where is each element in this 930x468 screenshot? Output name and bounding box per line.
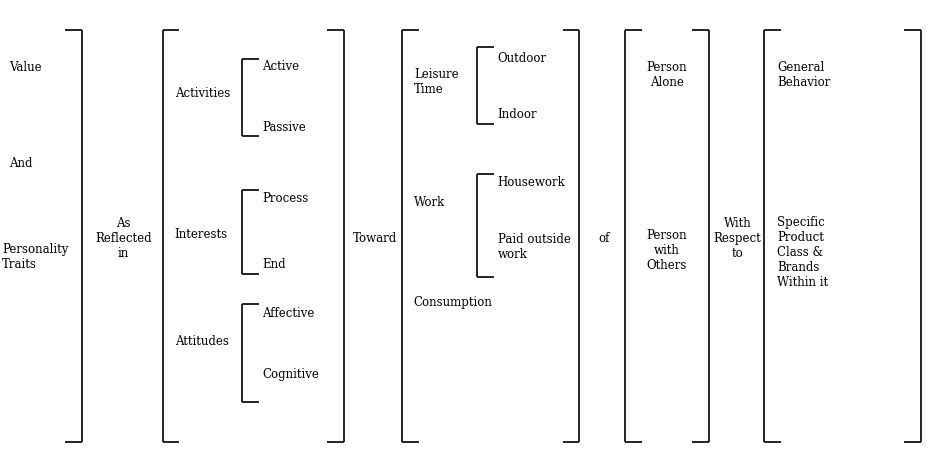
Text: Passive: Passive xyxy=(262,121,306,134)
Text: Toward: Toward xyxy=(352,232,397,245)
Text: Paid outside
work: Paid outside work xyxy=(498,233,570,261)
Text: Process: Process xyxy=(262,192,309,205)
Text: And: And xyxy=(9,157,33,170)
Text: Person
with
Others: Person with Others xyxy=(646,229,687,272)
Text: Active: Active xyxy=(262,60,299,73)
Text: Personality
Traits: Personality Traits xyxy=(2,243,68,271)
Text: Indoor: Indoor xyxy=(498,108,538,121)
Text: End: End xyxy=(262,258,286,271)
Text: Specific
Product
Class &
Brands
Within it: Specific Product Class & Brands Within i… xyxy=(777,216,829,289)
Text: As
Reflected
in: As Reflected in xyxy=(96,217,152,260)
Text: of: of xyxy=(599,232,610,245)
Text: Cognitive: Cognitive xyxy=(262,368,319,381)
Text: Work: Work xyxy=(414,196,445,209)
Text: Outdoor: Outdoor xyxy=(498,51,547,65)
Text: Activities: Activities xyxy=(175,87,230,100)
Text: With
Respect
to: With Respect to xyxy=(713,217,762,260)
Text: Person
Alone: Person Alone xyxy=(646,61,687,89)
Text: Affective: Affective xyxy=(262,307,314,320)
Text: General
Behavior: General Behavior xyxy=(777,61,830,89)
Text: Consumption: Consumption xyxy=(414,296,493,309)
Text: Leisure
Time: Leisure Time xyxy=(414,68,458,96)
Text: Housework: Housework xyxy=(498,176,565,189)
Text: Value: Value xyxy=(9,61,42,74)
Text: Interests: Interests xyxy=(175,227,228,241)
Text: Attitudes: Attitudes xyxy=(175,335,229,348)
